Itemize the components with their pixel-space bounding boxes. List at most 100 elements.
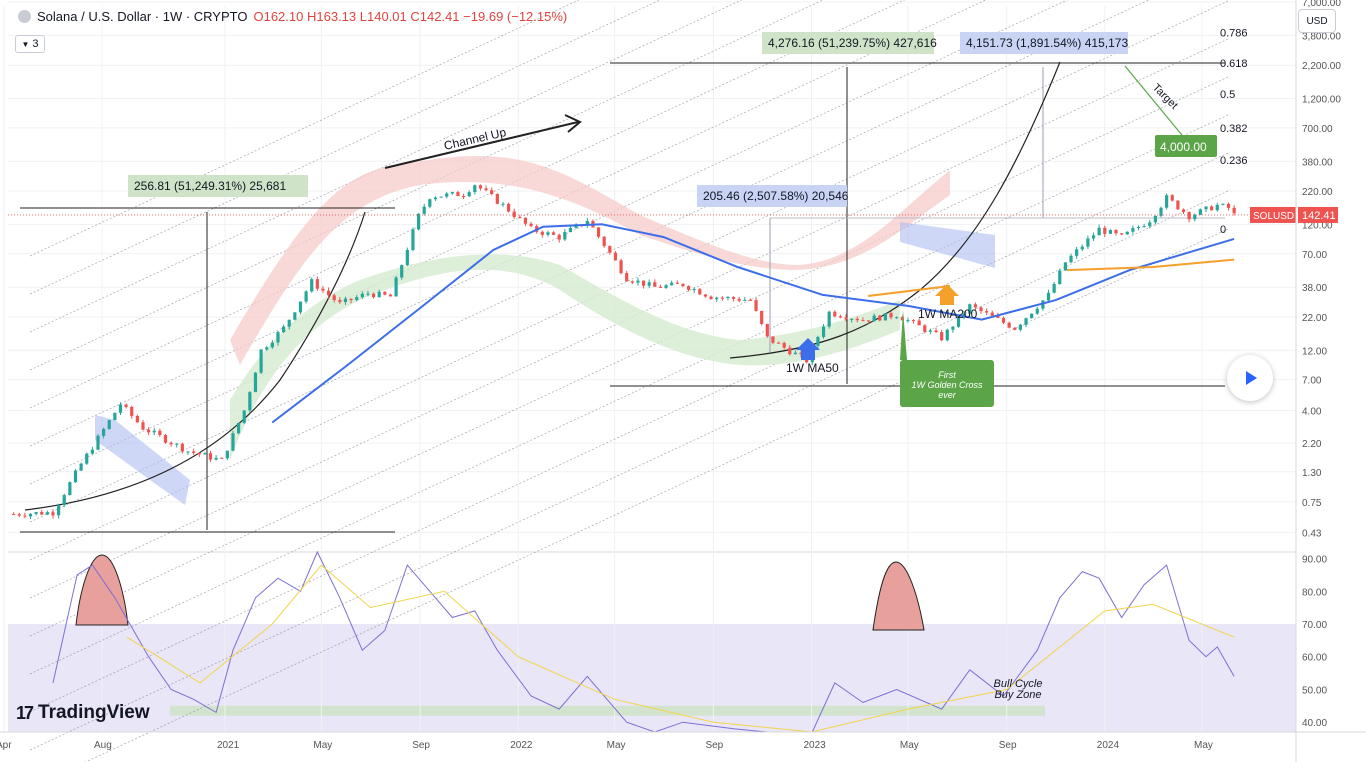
- candle: [872, 313, 876, 322]
- candle: [135, 414, 139, 424]
- candle: [478, 184, 483, 191]
- candle: [450, 191, 454, 195]
- candle: [1007, 321, 1011, 329]
- candle: [287, 319, 291, 330]
- fib-level-label: 0.382: [1220, 123, 1248, 135]
- candle: [715, 296, 719, 302]
- y-tick-label: 220.00: [1302, 187, 1333, 198]
- candle: [163, 433, 168, 444]
- candle: [394, 275, 398, 297]
- candle: [585, 217, 589, 228]
- y-tick-label: 2.20: [1302, 439, 1322, 450]
- candle: [568, 226, 573, 233]
- candle: [45, 510, 49, 516]
- channel-line: [29, 37, 1231, 599]
- channel-line: [29, 0, 580, 257]
- lower-cycle-band: [230, 254, 900, 460]
- candle: [51, 509, 55, 519]
- bull-cycle-buy-zone: [170, 705, 1045, 716]
- rsi-ma-line: [126, 564, 1235, 733]
- candle: [310, 277, 314, 293]
- candle: [782, 341, 786, 350]
- candle: [619, 258, 623, 275]
- candle: [490, 187, 494, 196]
- candle: [1041, 300, 1045, 311]
- solana-coin-icon: [18, 10, 31, 23]
- candle: [17, 512, 21, 518]
- candle: [461, 193, 466, 200]
- candle: [456, 190, 460, 197]
- candle: [754, 297, 758, 312]
- candle: [23, 512, 27, 519]
- candle: [895, 316, 899, 319]
- channel-line: [29, 189, 1231, 751]
- symbol-title[interactable]: Solana / U.S. Dollar · 1W · CRYPTO: [37, 9, 248, 24]
- candle: [141, 419, 145, 431]
- rsi-tick-label: 80.00: [1302, 587, 1327, 598]
- candle: [1210, 205, 1214, 211]
- candle: [1058, 268, 1062, 285]
- y-tick-label: 0.75: [1302, 498, 1322, 509]
- candle: [388, 293, 393, 297]
- candle: [175, 442, 179, 448]
- candle: [1103, 225, 1107, 238]
- candle: [130, 405, 134, 419]
- candle: [400, 264, 404, 280]
- candle: [923, 324, 927, 334]
- candle: [338, 297, 342, 304]
- channel-up-label: Channel Up: [443, 125, 508, 153]
- candle: [625, 271, 629, 282]
- candle: [1181, 208, 1186, 215]
- rsi-tick-label: 50.00: [1302, 685, 1327, 696]
- candle: [57, 503, 61, 519]
- candle: [911, 319, 916, 324]
- candle: [827, 310, 831, 329]
- candle: [979, 306, 983, 314]
- candle: [1142, 223, 1146, 228]
- indicators-toggle-button[interactable]: ▼ 3: [15, 35, 45, 53]
- candle: [968, 303, 972, 315]
- candle: [788, 345, 792, 356]
- candle: [686, 285, 691, 292]
- candle: [433, 196, 438, 201]
- y-tick-label: 700.00: [1302, 124, 1333, 135]
- chevron-down-icon: ▼: [21, 39, 30, 49]
- candle: [889, 311, 893, 320]
- candle: [844, 314, 848, 322]
- candle: [1148, 219, 1152, 229]
- replay-button[interactable]: [1227, 355, 1273, 401]
- rsi-line: [52, 550, 1235, 733]
- y-tick-label: 4.00: [1302, 406, 1322, 417]
- y-tick-label: 7.00: [1302, 376, 1322, 387]
- candle: [641, 280, 646, 289]
- candle: [495, 193, 499, 205]
- candle: [186, 451, 190, 455]
- fib-level-label: 0.236: [1220, 155, 1248, 167]
- channel-line: [29, 0, 1231, 561]
- candle: [945, 328, 949, 342]
- candle: [1001, 316, 1006, 324]
- measure-2024-box: [960, 32, 1128, 54]
- x-tick-label: 2024: [1097, 740, 1120, 751]
- y-tick-label: 380.00: [1302, 157, 1333, 168]
- candle: [366, 290, 370, 297]
- ma200-marker-line: [867, 285, 951, 297]
- candle: [118, 402, 123, 415]
- candle: [152, 427, 156, 436]
- y-tick-label: 12.00: [1302, 346, 1327, 357]
- tradingview-logo: 17 TradingView: [16, 702, 150, 724]
- candle: [647, 279, 651, 289]
- candle: [102, 427, 106, 439]
- currency-button[interactable]: USD: [1298, 9, 1336, 33]
- candle: [563, 229, 567, 242]
- candle: [1024, 317, 1028, 328]
- channel-line: [29, 75, 1231, 637]
- channel-line: [29, 0, 1150, 523]
- candle: [501, 201, 505, 208]
- x-tick-label: 2021: [217, 740, 240, 751]
- candle: [636, 277, 640, 286]
- candle: [1170, 194, 1174, 202]
- candle: [1075, 247, 1079, 259]
- candle: [1063, 262, 1067, 271]
